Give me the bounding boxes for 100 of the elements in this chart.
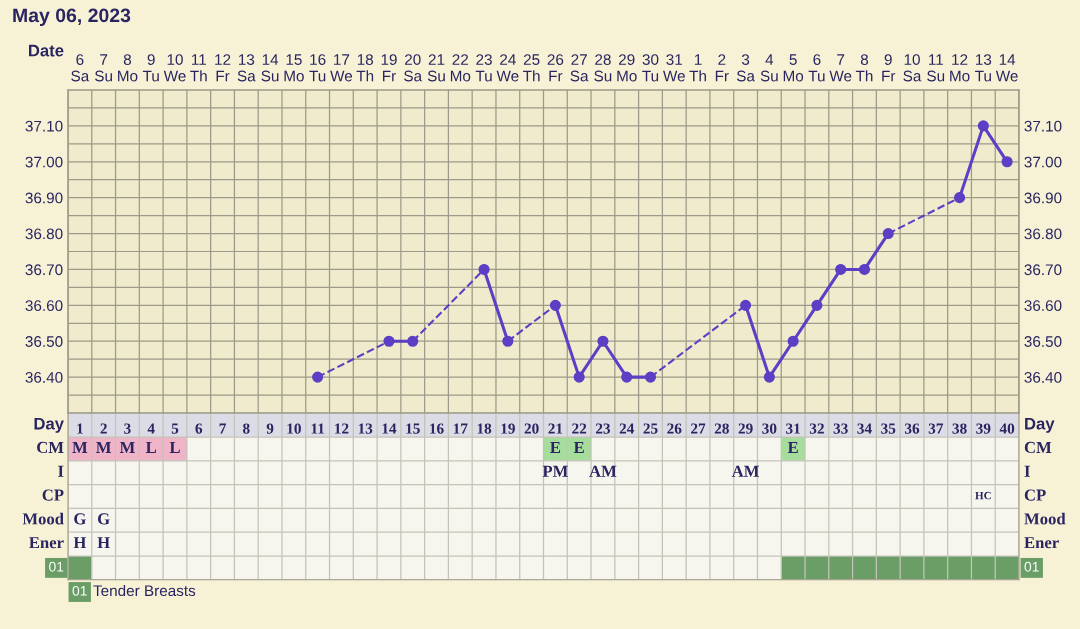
x-tick-label: 14: [382, 423, 397, 434]
y2-tick-label: CP: [1024, 489, 1046, 501]
x-tick-label: 11 Th: [190, 54, 207, 82]
x-tick-label: 26 Fr: [547, 54, 564, 82]
text: 01: [72, 585, 87, 596]
x-tick-label: 1: [77, 423, 83, 434]
x-tick-label: 4: [147, 423, 155, 434]
x-tick-label: 5 Mo: [783, 54, 804, 82]
x-tick-label: 9 Fr: [882, 54, 896, 82]
y-tick-label: 36.70: [25, 264, 63, 276]
point: [573, 371, 585, 383]
x-tick-label: 4 Su: [760, 54, 778, 82]
text: M: [119, 441, 135, 453]
y-tick-label: Mood: [22, 512, 64, 525]
x-tick-label: 6 Sa: [71, 54, 90, 82]
x-tick-label: 25 Th: [523, 54, 540, 82]
x-tick-label: 19: [501, 423, 515, 434]
y2-tick-label: CM: [1024, 441, 1052, 454]
x-tick-label: 5: [171, 423, 179, 434]
x-tick-label: 12: [335, 423, 349, 434]
x-tick-label: 24: [619, 423, 635, 434]
x-tick-label: 11 Su: [927, 54, 945, 82]
x-tick-label: 1 Th: [689, 54, 706, 82]
x-tick-label: 21: [548, 423, 563, 434]
point: [1001, 156, 1013, 168]
x-tick-label: 22 Mo: [450, 54, 471, 82]
x-tick-label: 21 Su: [427, 54, 445, 82]
x-tick-label: 8 Mo: [118, 54, 138, 82]
x-tick-label: 24 We: [496, 54, 519, 82]
chart-title: May 06, 2023: [13, 8, 131, 27]
y-tick-label: I: [58, 465, 64, 477]
y-tick-label: 37.10: [25, 120, 63, 132]
text: AM: [589, 465, 617, 477]
text: E: [573, 441, 584, 453]
y-tick-label: 01: [49, 561, 64, 572]
x-tick-label: 12 Mo: [950, 54, 970, 82]
point: [763, 371, 775, 383]
y2-tick-label: Ener: [1024, 537, 1059, 549]
text: M: [72, 441, 88, 453]
x-tick-label: 7 We: [829, 54, 852, 82]
point: [811, 299, 823, 311]
x-tick-label: 20: [524, 423, 539, 434]
y2-tick-label: I: [1024, 465, 1030, 477]
point: [312, 371, 324, 383]
x-tick-label: 37: [928, 423, 944, 434]
x-tick-label: 10: [287, 423, 301, 434]
x-tick-label: 40: [999, 423, 1015, 434]
y-tick-label: 36.60: [25, 300, 63, 312]
text: M: [96, 441, 112, 453]
y-tick-label: CM: [37, 441, 64, 454]
x-tick-label: 22: [572, 423, 587, 434]
point: [383, 335, 395, 347]
y2-tick-label: 36.70: [1024, 264, 1062, 276]
text: H: [97, 537, 110, 549]
y2-tick-label: 01: [1024, 561, 1039, 572]
x-tick-label: 18: [477, 423, 492, 434]
y2-tick-label: Mood: [1024, 512, 1066, 525]
x-tick-label: 7: [219, 423, 226, 434]
x-tick-label: 30 Tu: [642, 54, 659, 82]
point: [858, 263, 871, 276]
y2-tick-label: 36.50: [1024, 336, 1062, 347]
x-tick-label: 10 Sa: [903, 54, 922, 82]
x-tick-label: 25: [643, 423, 658, 434]
y-tick-label: 36.40: [25, 371, 63, 383]
x-tick-label: 17 We: [330, 54, 353, 82]
x-tick-label: 33: [833, 423, 848, 434]
y2-tick-label: 37.10: [1024, 120, 1062, 132]
point: [835, 263, 847, 276]
x-tick-label: 2 Fr: [715, 54, 729, 82]
y2-tick-label: 36.90: [1024, 192, 1062, 204]
x-tick-label: 27: [691, 423, 706, 434]
y-tick-label: 36.80: [25, 228, 63, 240]
x-tick-label: 23 Tu: [475, 54, 492, 82]
x-tick-label: 9: [266, 423, 274, 434]
x-tick-label: 20 Sa: [404, 54, 423, 82]
x-tick-label: 6 Tu: [808, 54, 825, 82]
x-tick-label: 23: [595, 423, 611, 434]
x-tick-label: 15: [406, 423, 420, 434]
x-tick-label: 28 Su: [594, 54, 612, 82]
text: E: [787, 441, 798, 453]
x-tick-label: 17: [453, 423, 468, 434]
x-tick-label: 13 Sa: [237, 54, 256, 82]
x-tick-label: 19 Fr: [381, 54, 397, 82]
x-tick-label: 3 Sa: [736, 54, 755, 82]
y-tick-label: Ener: [29, 537, 64, 549]
x-tick-label: 31: [786, 423, 800, 434]
point: [977, 120, 989, 132]
text: G: [98, 513, 110, 525]
y-tick-label: CP: [42, 489, 64, 501]
y2-tick-label: 36.40: [1024, 371, 1062, 383]
text: L: [145, 441, 157, 453]
x-tick-label: 16: [430, 423, 444, 434]
text: E: [550, 441, 561, 453]
x-tick-label: 13: [358, 423, 373, 434]
x-tick-label: 12 Fr: [215, 54, 231, 82]
text: AM: [731, 465, 759, 477]
x-axis-title: Day: [34, 417, 64, 433]
x-tick-label: 36: [904, 423, 920, 434]
text: L: [169, 441, 180, 453]
y-tick-label: 36.50: [25, 336, 63, 347]
